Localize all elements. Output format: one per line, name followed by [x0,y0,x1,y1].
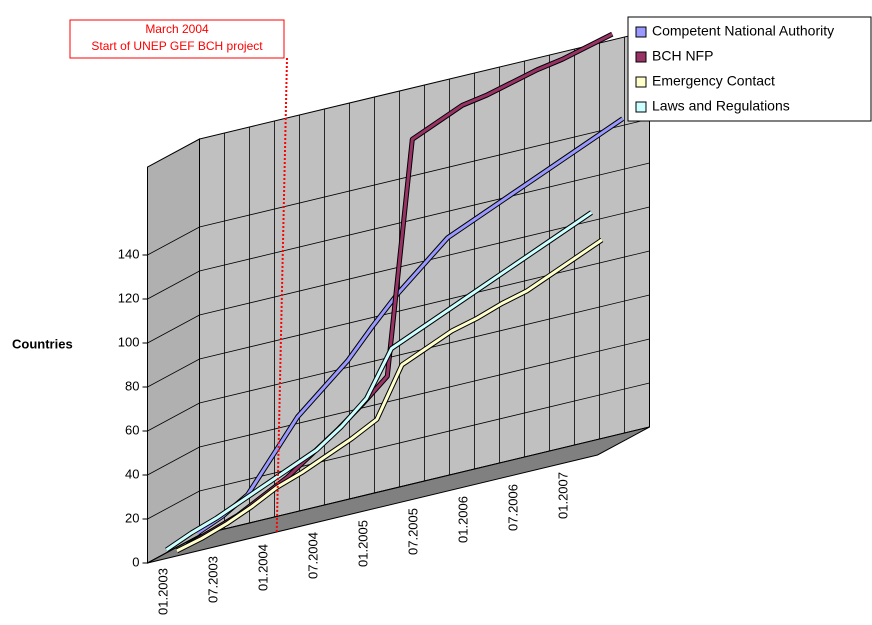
x-tick-label: 01.2005 [355,520,370,567]
legend-swatch [635,101,647,113]
legend-label: Laws and Regulations [652,98,790,114]
annotation-line [275,57,288,533]
side-wall [147,138,200,564]
x-tick-label: 07.2006 [505,484,520,531]
y-tick-label: 80 [125,378,139,393]
y-tick-label: 140 [118,246,140,261]
x-tick-label: 07.2005 [405,508,420,555]
legend-swatch [635,76,647,88]
legend-label: BCH NFP [652,48,713,64]
legend-label: Emergency Contact [652,73,775,89]
series-line [176,238,603,553]
x-tick-label: 01.2003 [155,568,170,615]
y-tick-label: 20 [125,510,139,525]
x-tick-label: 01.2007 [555,472,570,519]
legend-box [627,16,872,122]
x-tick-label: 01.2004 [255,544,270,591]
y-tick-label: 60 [125,422,139,437]
y-tick-label: 120 [118,290,140,305]
annotation-text: Start of UNEP GEF BCH project [91,39,263,53]
x-tick-label: 07.2004 [305,532,320,579]
y-tick-label: 100 [118,334,140,349]
x-tick-label: 01.2006 [455,496,470,543]
annotation-text: March 2004 [145,22,209,36]
legend-label: Competent National Authority [652,23,834,39]
y-axis-label: Countries [12,336,73,351]
y-tick-label: 40 [125,466,139,481]
series-line [165,211,593,552]
y-tick-label: 0 [132,554,139,569]
x-tick-label: 07.2003 [205,556,220,603]
annotation-box [69,19,285,59]
series-line [196,117,624,535]
legend-swatch [635,51,647,63]
legend-swatch [635,26,647,38]
